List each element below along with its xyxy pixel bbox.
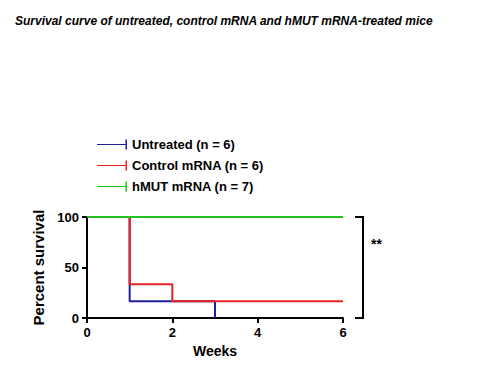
svg-text:Untreated (n = 6): Untreated (n = 6): [132, 137, 235, 152]
svg-text:Percent survival: Percent survival: [30, 210, 47, 326]
svg-text:Control mRNA (n = 6): Control mRNA (n = 6): [132, 158, 263, 173]
svg-text:0: 0: [83, 325, 90, 340]
svg-text:Weeks: Weeks: [193, 343, 237, 359]
svg-text:hMUT mRNA (n = 7): hMUT mRNA (n = 7): [132, 179, 253, 194]
svg-text:6: 6: [339, 325, 346, 340]
svg-text:**: **: [371, 236, 382, 252]
svg-text:0: 0: [72, 311, 79, 326]
svg-text:Survival curve of untreated, c: Survival curve of untreated, control mRN…: [15, 14, 433, 28]
svg-text:50: 50: [65, 260, 79, 275]
svg-text:100: 100: [57, 210, 79, 225]
svg-text:4: 4: [254, 325, 262, 340]
svg-text:2: 2: [169, 325, 176, 340]
